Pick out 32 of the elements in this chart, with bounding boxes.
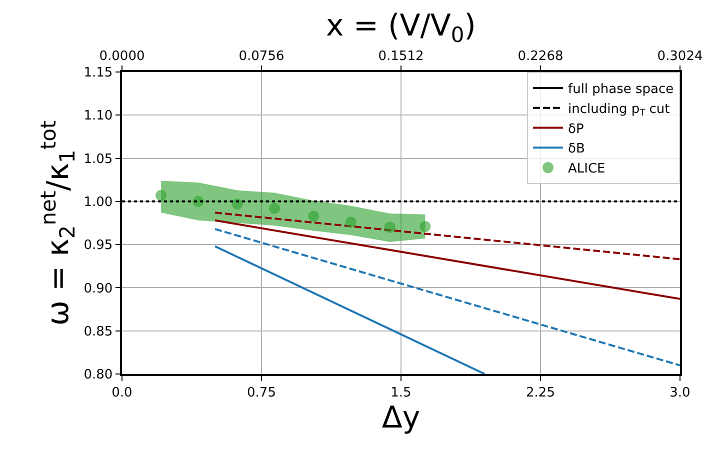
y-tick-label: 0.95 [84,238,113,254]
y-tick-label: 1.15 [84,66,113,81]
y-tick-label: 1.10 [84,108,113,124]
legend-label: ALICE [568,162,606,177]
point [269,202,280,214]
point [384,222,396,233]
y-tick-label: 1.05 [84,152,113,167]
legend-label: δB [568,142,585,157]
y-tick-label: 0.80 [84,368,113,383]
point [308,210,320,222]
y-tick-label: 0.85 [84,324,113,340]
x2-tick-label: 0.3024 [657,49,703,64]
point [420,220,431,232]
legend-label: including p$_{T}$ cut [568,102,670,119]
point [156,190,167,201]
legend-label: full phase space [568,82,674,98]
x-axis-title: Δy [382,400,420,436]
x-tick-label: 3.0 [670,385,690,400]
x2-tick-label: 0.0756 [238,49,284,64]
x2-tick-label: 0.0000 [99,49,145,64]
x2-tick-label: 0.2268 [518,49,564,64]
y-tick-label: 1.00 [84,194,113,210]
x-tick-label: 0.0 [112,385,132,400]
legend-label: δP [568,122,584,137]
y-tick-label: 0.90 [84,281,113,296]
point [232,198,243,210]
x-tick-label: 1.5 [390,385,412,400]
x2-axis-title: x = (V/V$_{0}$) [326,8,476,47]
x-tick-label: 2.25 [526,385,555,400]
x-tick-label: 0.75 [247,385,276,400]
x2-tick-label: 0.1512 [378,49,424,64]
point [345,216,356,228]
